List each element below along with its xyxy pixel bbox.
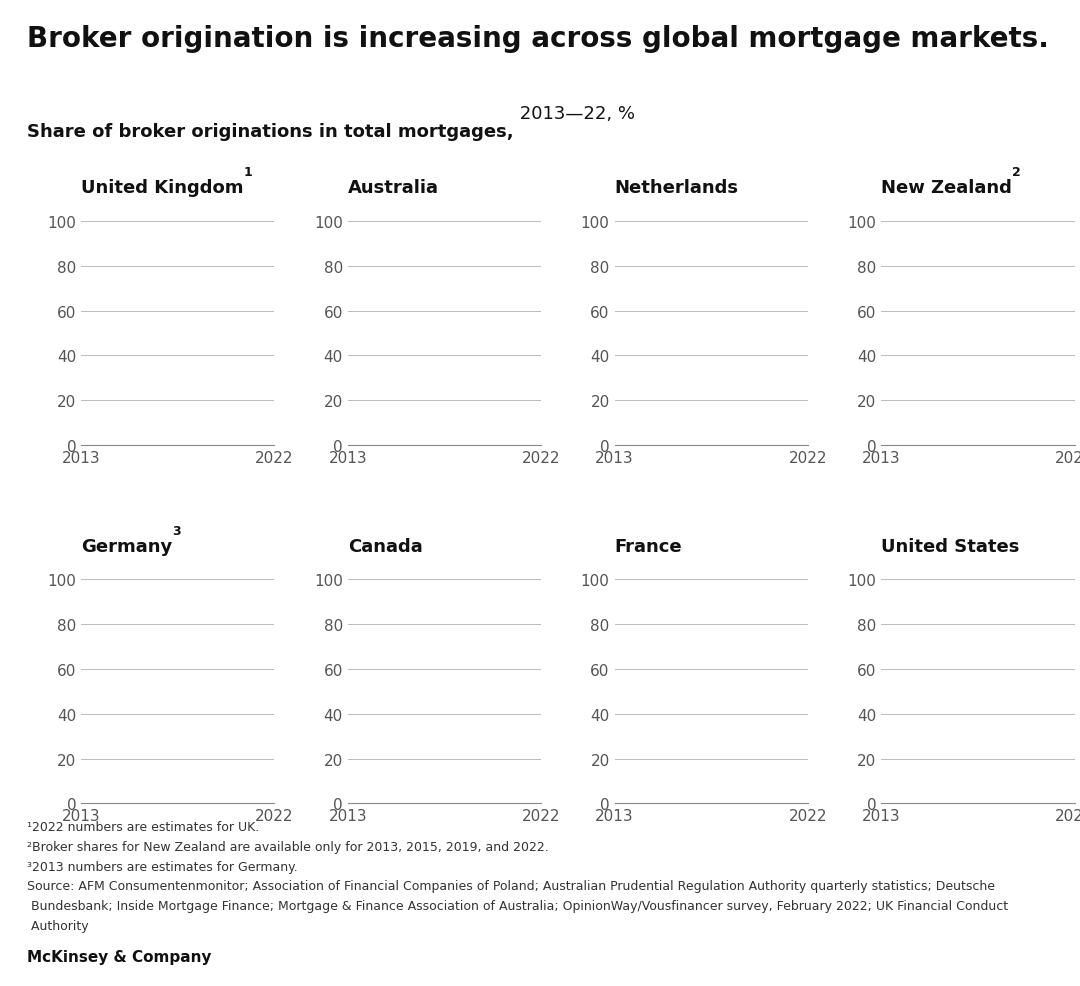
Text: 1: 1 — [243, 167, 253, 179]
Text: Authority: Authority — [27, 919, 89, 932]
Text: Bundesbank; Inside Mortgage Finance; Mortgage & Finance Association of Australia: Bundesbank; Inside Mortgage Finance; Mor… — [27, 899, 1008, 912]
Text: ³2013 numbers are estimates for Germany.: ³2013 numbers are estimates for Germany. — [27, 860, 298, 873]
Text: Share of broker originations in total mortgages,: Share of broker originations in total mo… — [27, 123, 514, 141]
Text: 3: 3 — [172, 525, 180, 537]
Text: Canada: Canada — [348, 537, 422, 555]
Text: 2013—22, %: 2013—22, % — [514, 106, 635, 123]
Text: 2: 2 — [1012, 167, 1021, 179]
Text: United Kingdom: United Kingdom — [81, 179, 243, 197]
Text: Netherlands: Netherlands — [615, 179, 739, 197]
Text: Australia: Australia — [348, 179, 438, 197]
Text: United States: United States — [881, 537, 1020, 555]
Text: ¹2022 numbers are estimates for UK.: ¹2022 numbers are estimates for UK. — [27, 820, 259, 833]
Text: New Zealand: New Zealand — [881, 179, 1012, 197]
Text: Broker origination is increasing across global mortgage markets.: Broker origination is increasing across … — [27, 25, 1049, 52]
Text: ²Broker shares for New Zealand are available only for 2013, 2015, 2019, and 2022: ²Broker shares for New Zealand are avail… — [27, 840, 549, 853]
Text: McKinsey & Company: McKinsey & Company — [27, 950, 212, 964]
Text: Germany: Germany — [81, 537, 172, 555]
Text: Source: AFM Consumentenmonitor; Association of Financial Companies of Poland; Au: Source: AFM Consumentenmonitor; Associat… — [27, 880, 995, 892]
Text: France: France — [615, 537, 683, 555]
